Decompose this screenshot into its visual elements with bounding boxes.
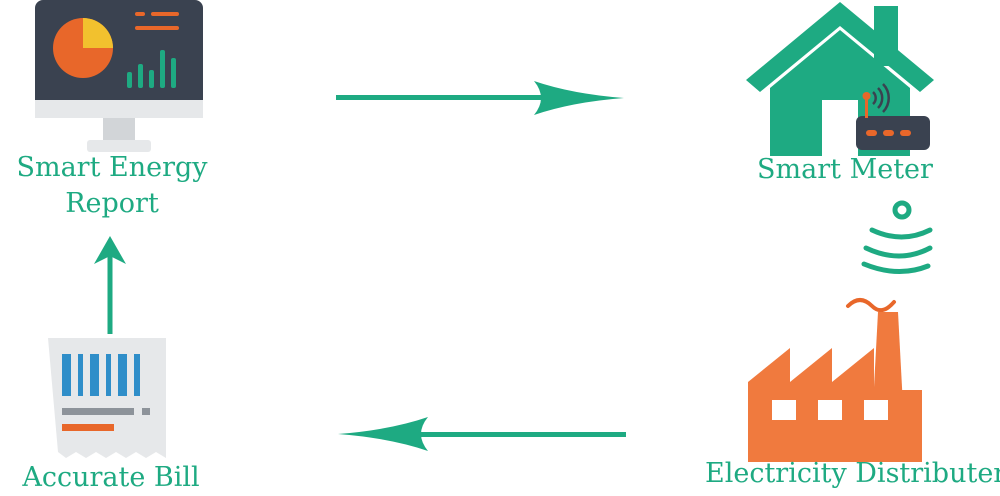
node-label-line-2: Report xyxy=(65,188,159,219)
house-router-icon xyxy=(746,2,934,156)
node-label-accurate-bill: Accurate Bill xyxy=(22,462,200,493)
monitor-chart-icon xyxy=(35,0,203,152)
arrow-left-icon xyxy=(338,417,626,451)
arrow-right-icon xyxy=(336,81,624,115)
wireless-signal-icon xyxy=(861,200,933,275)
arrow-up-icon xyxy=(94,236,126,334)
factory-icon xyxy=(748,298,922,462)
node-label-line-1: Smart Energy xyxy=(16,152,208,183)
node-label-smart-meter: Smart Meter xyxy=(757,154,933,185)
node-label-electricity-distributer: Electricity Distributer xyxy=(705,458,1000,489)
receipt-barcode-icon xyxy=(48,338,166,458)
node-label-smart-energy-report: Smart Energy Report xyxy=(12,150,212,222)
